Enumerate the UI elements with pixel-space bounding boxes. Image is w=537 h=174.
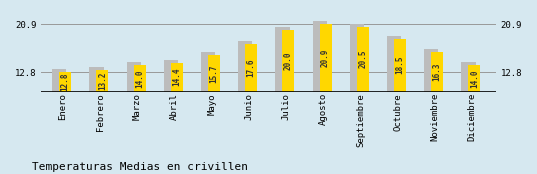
Bar bbox=[59, 72, 71, 92]
Text: 20.5: 20.5 bbox=[358, 50, 367, 69]
Text: 12.8: 12.8 bbox=[61, 73, 70, 91]
Text: 18.5: 18.5 bbox=[395, 56, 404, 74]
Bar bbox=[350, 24, 364, 92]
Bar bbox=[89, 67, 104, 92]
Text: 13.2: 13.2 bbox=[98, 72, 107, 90]
Bar bbox=[313, 21, 326, 92]
Text: 20.0: 20.0 bbox=[284, 52, 293, 70]
Text: Temperaturas Medias en crivillen: Temperaturas Medias en crivillen bbox=[32, 162, 248, 172]
Bar bbox=[201, 52, 215, 92]
Text: 17.6: 17.6 bbox=[246, 58, 256, 77]
Bar bbox=[52, 69, 67, 92]
Text: 14.4: 14.4 bbox=[172, 68, 182, 86]
Bar bbox=[97, 70, 108, 92]
Bar bbox=[387, 36, 401, 92]
Bar bbox=[245, 44, 257, 92]
Bar bbox=[431, 52, 443, 92]
Bar bbox=[127, 62, 141, 92]
Bar bbox=[275, 27, 289, 92]
Bar bbox=[424, 49, 438, 92]
Text: 20.9: 20.9 bbox=[321, 49, 330, 67]
Text: 14.0: 14.0 bbox=[470, 69, 479, 88]
Text: 14.0: 14.0 bbox=[135, 69, 144, 88]
Bar bbox=[164, 60, 178, 92]
Bar bbox=[134, 65, 146, 92]
Bar bbox=[238, 41, 252, 92]
Bar bbox=[282, 30, 294, 92]
Bar bbox=[357, 27, 369, 92]
Bar bbox=[320, 24, 331, 92]
Bar bbox=[171, 63, 183, 92]
Bar bbox=[461, 62, 475, 92]
Text: 16.3: 16.3 bbox=[433, 62, 442, 81]
Bar bbox=[468, 65, 480, 92]
Text: 15.7: 15.7 bbox=[209, 64, 219, 83]
Bar bbox=[208, 55, 220, 92]
Bar bbox=[394, 39, 406, 92]
